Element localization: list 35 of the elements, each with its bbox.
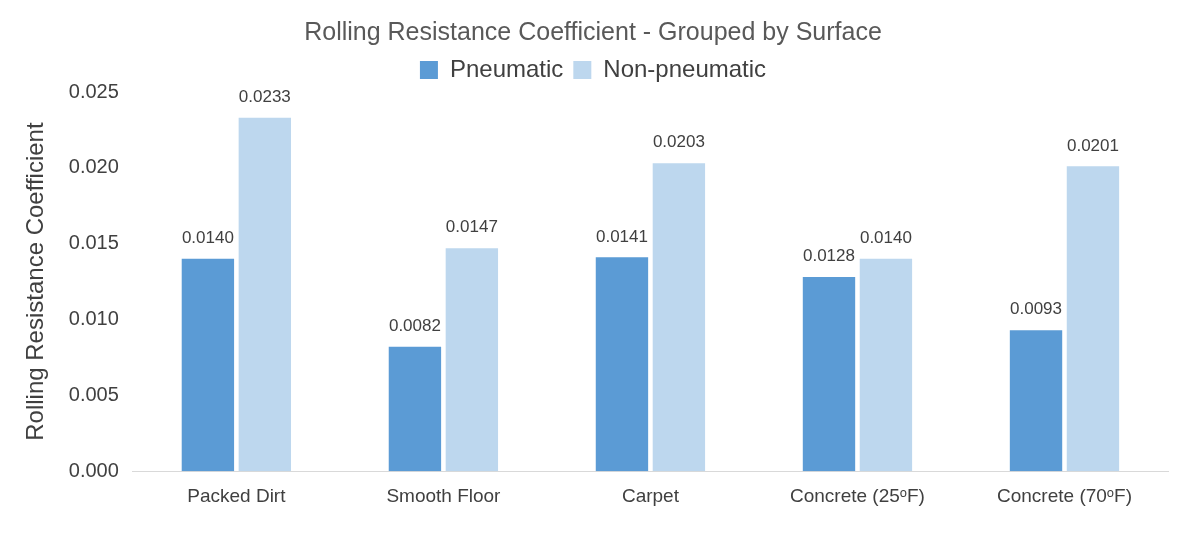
x-tick-label: Concrete (25ᵒF) bbox=[789, 484, 925, 506]
data-label: 0.0147 bbox=[445, 217, 498, 237]
data-label: 0.0233 bbox=[238, 86, 291, 106]
x-tick-label: Smooth Floor bbox=[386, 484, 502, 506]
data-label: 0.0203 bbox=[652, 132, 705, 152]
data-label: 0.0140 bbox=[859, 228, 912, 248]
data-label: 0.0140 bbox=[181, 228, 234, 248]
y-axis-title: Rolling Resistance Coefficient bbox=[21, 122, 49, 441]
y-tick-label: 0.010 bbox=[68, 307, 119, 330]
bar bbox=[1009, 330, 1063, 472]
legend-label: Pneumatic bbox=[449, 54, 564, 82]
y-tick-label: 0.025 bbox=[68, 79, 119, 102]
data-label: 0.0201 bbox=[1066, 135, 1119, 155]
bar bbox=[595, 257, 649, 472]
bar bbox=[652, 163, 706, 472]
x-tick-label: Packed Dirt bbox=[187, 484, 287, 506]
y-tick-label: 0.020 bbox=[68, 155, 119, 178]
y-tick-label: 0.015 bbox=[68, 231, 119, 254]
bar bbox=[802, 277, 856, 472]
bar bbox=[859, 258, 913, 472]
bar bbox=[181, 258, 235, 472]
chart-title: Rolling Resistance Coefficient - Grouped by Surface bbox=[304, 16, 882, 45]
x-tick-label: Carpet bbox=[621, 484, 680, 506]
bar bbox=[388, 346, 442, 472]
data-label: 0.0128 bbox=[802, 246, 855, 266]
data-label: 0.0141 bbox=[595, 226, 648, 246]
data-label: 0.0082 bbox=[388, 316, 441, 336]
bar bbox=[238, 117, 292, 472]
bar bbox=[1066, 166, 1120, 472]
data-label: 0.0093 bbox=[1010, 299, 1063, 319]
legend-label: Non-pneumatic bbox=[603, 54, 767, 82]
bar bbox=[445, 248, 499, 472]
y-tick-label: 0.000 bbox=[68, 458, 119, 481]
x-tick-label: Concrete (70ᵒF) bbox=[997, 484, 1132, 506]
y-tick-label: 0.005 bbox=[68, 382, 119, 405]
